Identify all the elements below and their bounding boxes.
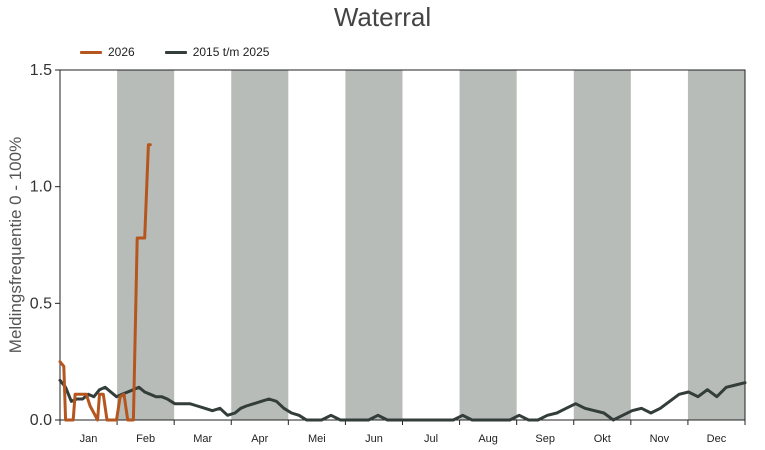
x-tick-label-jun: Jun [365,433,383,445]
month-band-feb [117,70,175,420]
y-tick-label: 0.5 [30,295,52,312]
x-tick-label-apr: Apr [251,433,268,445]
y-tick-label: 1.5 [30,62,52,79]
month-band-jun [345,70,403,420]
legend-item-2026[interactable]: 2026 [80,45,135,59]
legend-swatch-historical [164,50,187,54]
y-tick-label: 1.0 [30,179,52,196]
legend-swatch-2026 [80,50,102,54]
month-band-dec [687,70,745,420]
month-band-aug [459,70,517,420]
x-tick-label-feb: Feb [136,433,155,445]
month-band-okt [573,70,631,420]
chart-title: Waterral [333,2,432,32]
x-tick-label-okt: Okt [594,433,611,445]
legend: 2026 2015 t/m 2025 [80,43,299,61]
x-tick-label-sep: Sep [535,433,555,445]
x-tick-label-mar: Mar [193,433,212,445]
month-band-apr [231,70,289,420]
x-tick-label-jan: Jan [80,433,98,445]
legend-label-historical: 2015 t/m 2025 [192,45,270,59]
x-tick-label-mei: Mei [308,433,326,445]
legend-label-2026: 2026 [108,45,135,59]
series-line-2026 [58,143,152,422]
x-tick-label-jul: Jul [424,433,438,445]
x-tick-label-aug: Aug [478,433,498,445]
y-tick-label: 0.0 [30,412,52,429]
x-tick-label-nov: Nov [650,433,670,445]
series-line-2015-2025 [58,378,747,422]
x-tick-label-dec: Dec [707,433,727,445]
legend-item-historical[interactable]: 2015 t/m 2025 [164,45,270,59]
